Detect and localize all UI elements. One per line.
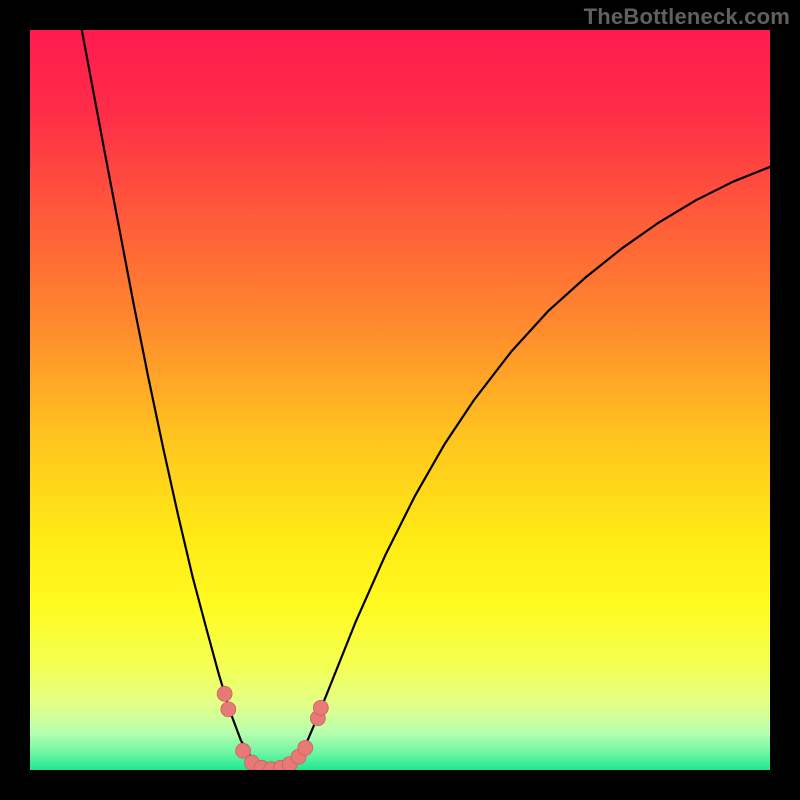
plot-area [30, 30, 770, 770]
chart-frame: TheBottleneck.com [0, 0, 800, 800]
marker-point [217, 686, 232, 701]
chart-background [30, 30, 770, 770]
watermark-text: TheBottleneck.com [584, 4, 790, 30]
marker-point [221, 702, 236, 717]
marker-point [298, 740, 313, 755]
chart-svg [30, 30, 770, 770]
marker-point [313, 700, 328, 715]
